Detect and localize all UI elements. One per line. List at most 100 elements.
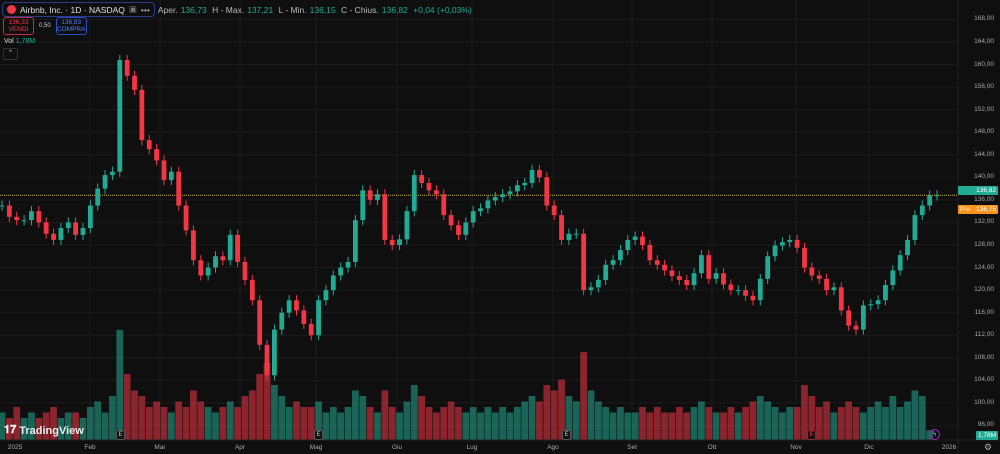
volume-bar xyxy=(271,385,278,440)
candle-body xyxy=(65,222,71,229)
volume-bar xyxy=(528,396,536,440)
time-tick-label: Lug xyxy=(466,444,478,451)
more-icon[interactable]: ••• xyxy=(140,4,150,15)
volume-bar xyxy=(64,412,72,440)
volume-bar xyxy=(734,412,742,440)
candle-body xyxy=(146,140,152,150)
volume-bar xyxy=(793,407,801,440)
volume-bar xyxy=(837,407,845,440)
candle-body xyxy=(58,228,64,240)
last-price-tag: 136,82 xyxy=(958,186,998,195)
volume-bar xyxy=(248,390,256,440)
bolt-event-icon[interactable]: ϟ xyxy=(929,429,940,440)
candle-body xyxy=(132,75,137,90)
candle-body xyxy=(809,267,815,276)
candle-body xyxy=(706,255,712,279)
volume-bar xyxy=(153,401,160,440)
candle-body xyxy=(684,279,690,286)
candle-body xyxy=(227,234,233,261)
high-label: H - Max. xyxy=(212,4,245,15)
symbol-selector[interactable]: Airbnb, Inc. · 1D · NASDAQ ▣ ••• xyxy=(2,2,155,17)
candle-body xyxy=(618,250,623,261)
candle-body xyxy=(411,175,417,212)
volume-bar xyxy=(661,412,668,440)
candle-body xyxy=(544,177,550,206)
candle-body xyxy=(794,239,800,248)
volume-bar xyxy=(13,407,21,440)
volume-bar xyxy=(293,401,300,440)
volume-bar xyxy=(808,396,816,440)
sell-button[interactable]: 136,33 VENDI xyxy=(3,17,34,35)
time-tick-label: Apr xyxy=(234,444,246,451)
volume-bar xyxy=(212,412,219,440)
candle-body xyxy=(294,300,299,311)
volume-bar xyxy=(469,407,477,440)
earnings-letter: E xyxy=(118,432,123,438)
price-tick-label: 136,00 xyxy=(974,195,994,203)
candle-body xyxy=(897,255,903,271)
price-tick-label: 160,00 xyxy=(974,60,994,68)
candle-body xyxy=(382,194,388,240)
candle-body xyxy=(102,175,108,189)
candle-body xyxy=(588,287,594,291)
candle-body xyxy=(765,256,771,279)
open-value: 136,73 xyxy=(180,4,207,15)
volume-bar xyxy=(617,407,624,440)
price-tick-label: 124,00 xyxy=(974,263,994,271)
candle-body xyxy=(743,290,748,296)
earnings-marker[interactable]: E xyxy=(116,430,125,440)
volume-bar xyxy=(20,418,28,440)
low-value: 136,15 xyxy=(309,4,336,15)
price-tick-label: 132,00 xyxy=(974,218,994,226)
price-tick-label: 164,00 xyxy=(974,37,994,45)
volume-bar xyxy=(307,407,315,440)
volume-bar xyxy=(572,401,580,440)
candle-body xyxy=(301,310,307,324)
settings-gear-icon[interactable]: ⚙ xyxy=(984,442,993,452)
candle-body xyxy=(0,205,5,207)
volume-bar xyxy=(344,407,352,440)
buy-button[interactable]: 136,83 COMPRA xyxy=(55,17,87,35)
candle-body xyxy=(566,233,572,240)
volume-bar xyxy=(190,390,197,440)
earnings-marker[interactable]: E xyxy=(314,430,323,440)
candle-body xyxy=(117,60,123,172)
volume-bar xyxy=(79,418,87,440)
volume-bar xyxy=(859,412,867,440)
candle-body xyxy=(323,290,329,301)
candle-body xyxy=(419,175,425,183)
candle-body xyxy=(272,329,277,376)
volume-bar xyxy=(491,412,499,440)
open-label: Aper. xyxy=(157,4,178,15)
candle-body xyxy=(220,256,226,261)
candle-body xyxy=(699,255,704,274)
volume-bar xyxy=(904,401,911,440)
volume-bar xyxy=(712,412,720,440)
close-value: 136,82 xyxy=(381,4,408,15)
brand-name: TradingView xyxy=(19,424,84,437)
earnings-marker[interactable]: E xyxy=(562,430,571,440)
volume-bar xyxy=(57,418,65,440)
earnings-marker[interactable]: E xyxy=(807,430,816,440)
candle-body xyxy=(183,205,189,231)
candle-body xyxy=(375,194,380,200)
tradingview-logo[interactable]: 𝟏𝟕 TradingView xyxy=(4,424,84,437)
candle-body xyxy=(647,245,653,261)
candle-body xyxy=(338,267,344,276)
volume-bar xyxy=(403,401,411,440)
volume-bar xyxy=(536,401,543,440)
volume-bar xyxy=(550,390,558,440)
tv-logo-icon: 𝟏𝟕 xyxy=(4,424,17,436)
candle-body xyxy=(934,195,940,197)
candle-body xyxy=(824,278,829,291)
candle-body xyxy=(750,295,756,301)
volume-bar xyxy=(263,363,271,440)
volume-bar xyxy=(690,407,698,440)
volume-bar xyxy=(432,412,440,440)
candle-body xyxy=(397,239,402,245)
candle-body xyxy=(161,160,167,181)
price-tick-label: 104,00 xyxy=(974,376,994,384)
collapse-legend-button[interactable]: ⌃ xyxy=(3,48,18,60)
